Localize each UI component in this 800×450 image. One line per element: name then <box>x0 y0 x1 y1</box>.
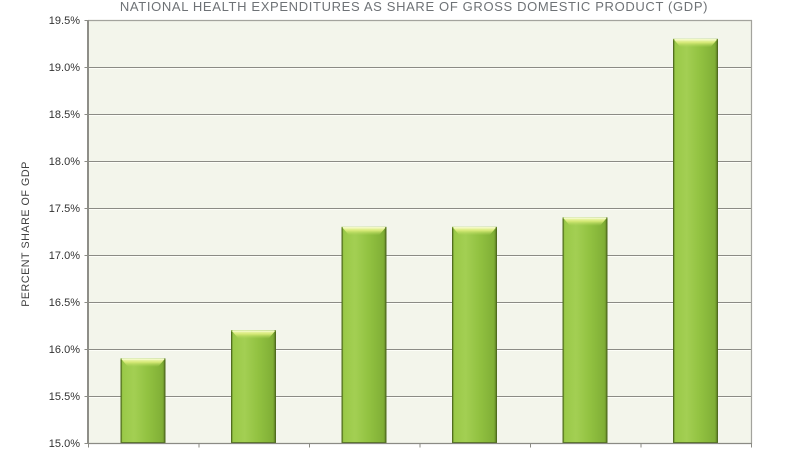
svg-text:18.0%: 18.0% <box>49 156 80 168</box>
svg-text:19.5%: 19.5% <box>49 15 80 27</box>
svg-text:17.0%: 17.0% <box>49 250 80 262</box>
svg-text:19.0%: 19.0% <box>49 62 80 74</box>
svg-text:PERCENT SHARE OF GDP: PERCENT SHARE OF GDP <box>20 161 32 307</box>
svg-text:16.0%: 16.0% <box>49 344 80 356</box>
svg-text:16.5%: 16.5% <box>49 297 80 309</box>
svg-text:18.5%: 18.5% <box>49 109 80 121</box>
svg-text:NATIONAL HEALTH EXPENDITURES A: NATIONAL HEALTH EXPENDITURES AS SHARE OF… <box>120 0 708 14</box>
svg-text:15.0%: 15.0% <box>49 438 80 450</box>
svg-text:15.5%: 15.5% <box>49 391 80 403</box>
svg-text:17.5%: 17.5% <box>49 203 80 215</box>
